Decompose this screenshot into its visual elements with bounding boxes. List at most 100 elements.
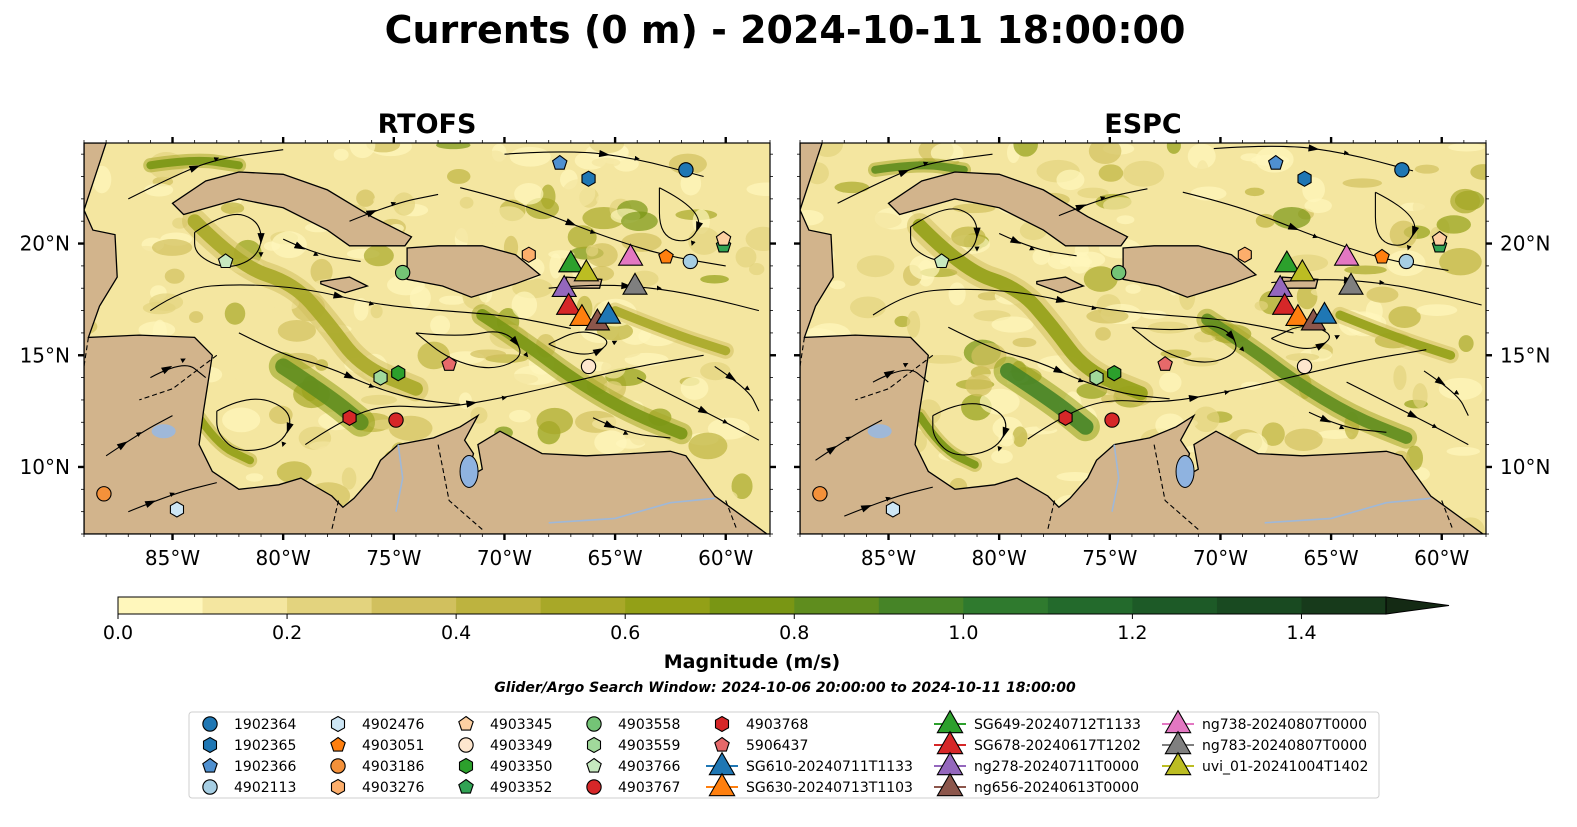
streamline-arrowhead <box>365 210 378 218</box>
colorbar-tick-label: 0.0 <box>103 622 133 644</box>
legend-label: 4903276 <box>362 780 424 796</box>
speed-patch <box>589 143 625 154</box>
platform-4902476 <box>885 501 901 518</box>
streamline-arrowhead <box>973 227 981 239</box>
land-yucatanN <box>800 143 823 211</box>
speed-patch <box>1438 377 1483 401</box>
colorbar-bins <box>118 597 1387 614</box>
map-rtofs <box>84 143 770 534</box>
speed-patch <box>141 212 182 225</box>
platform-4903186 <box>812 486 828 502</box>
colorbar-bin <box>540 597 626 614</box>
streamline-arrowhead <box>509 335 520 347</box>
speed-patch <box>144 183 174 197</box>
speed-patch <box>220 143 263 159</box>
legend-label: 4903767 <box>618 780 680 796</box>
speed-patch <box>1032 248 1051 265</box>
river <box>1264 497 1431 524</box>
streamline <box>415 331 521 369</box>
speed-patch <box>459 196 474 209</box>
legend-marker <box>714 715 730 733</box>
speed-patch <box>1254 300 1268 311</box>
speed-patch <box>1083 266 1118 292</box>
current-jet <box>476 309 688 440</box>
speed-patch <box>504 373 539 385</box>
legend-label: 4903350 <box>490 759 552 775</box>
colorbar-extend-arrow <box>1385 596 1450 615</box>
legend-label: 4903345 <box>490 717 552 733</box>
colorbar-ticks: 0.0 0.2 0.4 0.6 0.8 1.0 1.2 1.4 <box>103 614 1317 644</box>
x-tick-label: 65°W <box>587 546 642 570</box>
speed-patch <box>1166 143 1181 154</box>
map-frame-rtofs <box>83 142 771 535</box>
speed-patch <box>1393 365 1407 391</box>
speed-patch <box>971 143 1000 165</box>
speed-patch <box>610 264 633 286</box>
legend-label: ng656-20240613T0000 <box>974 780 1139 796</box>
speed-patch <box>470 349 507 359</box>
land-cuba <box>171 171 413 247</box>
streamline-arrowhead <box>898 169 910 178</box>
colorbar-bin <box>118 597 204 614</box>
speed-patch <box>1123 160 1165 187</box>
speed-patch <box>514 183 544 205</box>
colorbar-bin <box>1301 597 1387 614</box>
speed-patch <box>491 206 526 232</box>
legend-label: uvi_01-20241004T1402 <box>1202 759 1368 775</box>
speed-patch <box>1388 306 1421 329</box>
streamline-arrowhead <box>1188 394 1200 403</box>
speed-patch <box>1086 308 1129 324</box>
speed-patch <box>585 244 599 257</box>
platform-4903766 <box>933 253 950 269</box>
speed-patch <box>99 318 133 340</box>
streamline <box>910 208 978 262</box>
speed-patch <box>594 430 627 455</box>
legend-label: 1902364 <box>234 717 296 733</box>
streamline-arrowhead <box>116 441 128 451</box>
streamline-arrowhead <box>286 422 294 434</box>
platform-4903051 <box>658 248 674 264</box>
speed-patch <box>232 358 265 385</box>
legend: 1902364 1902365 1902366 4902113 4902476 49030… <box>188 709 1380 799</box>
speed-patch <box>906 310 921 338</box>
speed-patch <box>1432 418 1474 442</box>
platform-4903276 <box>521 246 536 263</box>
land-jamaica <box>320 276 370 294</box>
platform-uvi_01-20241004T1402 <box>573 258 600 282</box>
y-tick-label: 10°N <box>20 455 70 479</box>
panel-rtofs: RTOFS 85°W 80°W 75°W 70°W 65°W 60°W 10°N 15°N 20… <box>20 109 776 570</box>
streamline-arrowhead <box>1412 225 1419 237</box>
speed-patch <box>591 417 631 431</box>
platform-SG678-20240617T1202 <box>555 292 582 315</box>
speed-patch <box>333 148 349 161</box>
platform-1902366 <box>1267 154 1284 170</box>
platform-SG610-20240711T1133 <box>1311 301 1338 324</box>
platform-ng738-20240807T0000 <box>1333 243 1360 266</box>
speed-patch <box>1056 169 1085 191</box>
colorbar-bin <box>371 597 457 614</box>
streamline <box>1131 325 1237 363</box>
lake-maracaibo <box>1175 454 1195 488</box>
streamline-arrowhead <box>1075 204 1087 212</box>
legend-marker <box>202 779 218 795</box>
speed-patch <box>1416 304 1458 317</box>
x-tick-label: 85°W <box>145 546 200 570</box>
speed-patch <box>1446 446 1481 456</box>
x-tick-label: 60°W <box>1414 546 1469 570</box>
country-border <box>331 500 340 530</box>
speed-patch <box>562 179 596 208</box>
colorbar-bin <box>794 597 880 614</box>
platform-4903558 <box>394 264 411 281</box>
streamline <box>194 214 262 267</box>
legend-label: 4902476 <box>362 717 424 733</box>
streamline-arrowhead <box>696 221 703 233</box>
streamline-arrowhead <box>1053 365 1065 374</box>
speed-patch <box>220 202 245 215</box>
streamline-arrowhead <box>860 504 872 513</box>
speed-patch <box>511 291 538 319</box>
platform-4902476 <box>169 501 185 518</box>
current-jet <box>915 411 979 469</box>
speed-patch <box>360 394 398 405</box>
streamline-arrowhead <box>697 405 709 414</box>
speed-patch <box>277 319 316 342</box>
